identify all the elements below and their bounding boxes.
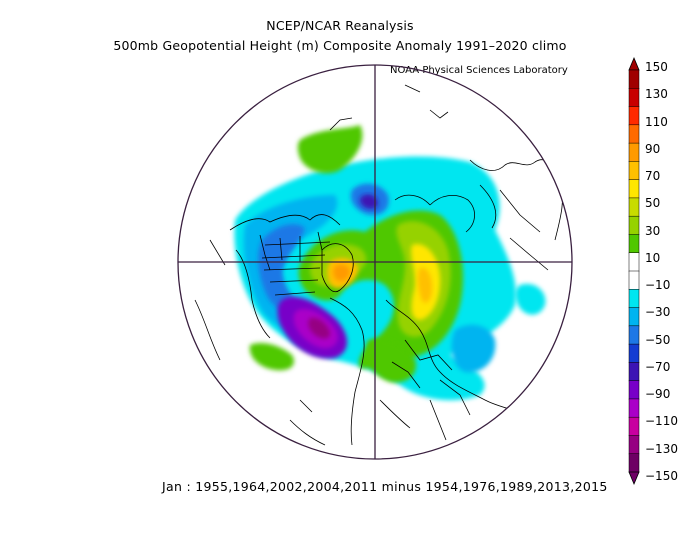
colorbar-swatch	[628, 197, 640, 217]
colorbar-swatch	[628, 325, 640, 345]
colorbar-tick-label: 50	[645, 196, 661, 211]
colorbar-swatch	[628, 453, 640, 473]
chart-subtitle: 500mb Geopotential Height (m) Composite …	[113, 38, 567, 53]
colorbar-swatch	[628, 398, 640, 418]
colorbar-swatch	[628, 215, 640, 236]
colorbar-tick-label: 150	[645, 60, 668, 74]
colorbar-tick-label: 90	[645, 141, 661, 156]
colorbar-swatch	[628, 69, 640, 89]
composite-years-caption: Jan : 1955,1964,2002,2004,2011 minus 195…	[162, 479, 608, 494]
colorbar-tick-label: 130	[645, 87, 668, 102]
colorbar-tick-label: 30	[645, 223, 661, 238]
colorbar-swatch	[628, 380, 640, 400]
colorbar-swatch	[628, 362, 640, 382]
colorbar-swatch	[628, 416, 640, 437]
colorbar-swatch	[628, 124, 640, 144]
colorbar-tick-label: 110	[645, 114, 668, 129]
colorbar-swatch	[628, 343, 640, 363]
colorbar-tick-label: −90	[645, 387, 671, 402]
colorbar-swatch	[628, 307, 640, 327]
colorbar-max-arrow	[628, 56, 640, 71]
chart-title: NCEP/NCAR Reanalysis	[266, 18, 414, 33]
coastlines	[194, 84, 563, 446]
colorbar-swatch	[628, 88, 640, 108]
colorbar-swatch	[628, 289, 640, 309]
colorbar-swatch	[628, 270, 640, 290]
colorbar-swatch	[628, 234, 640, 254]
colorbar-tick-label: −150	[645, 469, 678, 483]
colorbar-swatch	[628, 252, 640, 272]
colorbar-tick-label: 70	[645, 169, 661, 184]
colorbar-tick-label: −110	[645, 414, 678, 429]
colorbar-tick-label: −70	[645, 359, 671, 374]
credit-label: NOAA Physical Sciences Laboratory	[390, 65, 568, 76]
colorbar-swatch	[628, 435, 640, 455]
colorbar-swatch	[628, 106, 640, 126]
colorbar-tick-label: −130	[645, 441, 678, 456]
colorbar-tick-label: −30	[645, 305, 671, 320]
colorbar-swatch	[628, 179, 640, 199]
colorbar-tick-label: −10	[645, 278, 671, 293]
colorbar-tick-label: 10	[645, 250, 661, 265]
colorbar-swatch	[628, 161, 640, 181]
colorbar-swatch	[628, 142, 640, 162]
colorbar-min-arrow	[628, 471, 640, 486]
colorbar-tick-label: −50	[645, 332, 671, 347]
